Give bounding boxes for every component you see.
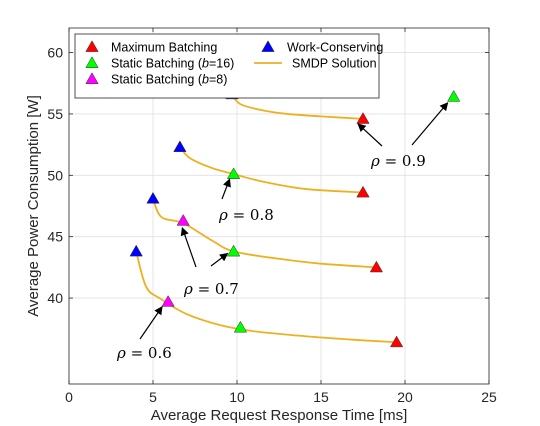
- legend-label: SMDP Solution: [292, 57, 377, 71]
- y-tick-label: 60: [47, 45, 63, 61]
- x-tick-label: 15: [313, 389, 329, 405]
- static-batching-b16-marker: [226, 244, 241, 257]
- y-tick-label: 40: [47, 290, 63, 306]
- smdp-curve: [179, 146, 364, 194]
- y-axis-label: Average Power Consumption [W]: [25, 95, 42, 317]
- annotation-arrow: [180, 226, 197, 268]
- axis-ticks: 0 5 10 15 20 25 40 45 50 55 60: [47, 28, 497, 405]
- y-tick-label: 45: [47, 229, 63, 245]
- rho-annotation: ρ = 0.7: [183, 280, 239, 298]
- annotation-labels: ρ = 0.6 ρ = 0.7 ρ = 0.8 ρ = 0.9: [116, 152, 426, 362]
- legend-label: Static Batching (b=16): [111, 57, 234, 71]
- smdp-curve: [135, 251, 397, 344]
- x-tick-label: 20: [397, 389, 413, 405]
- rho-annotation: ρ = 0.9: [370, 152, 426, 170]
- static-batching-b16-marker: [447, 89, 461, 102]
- static-batching-b8-marker: [161, 295, 175, 307]
- static-batching-b16-marker: [226, 167, 241, 179]
- work-conserving-marker: [146, 191, 160, 204]
- x-tick-label: 0: [65, 389, 73, 405]
- maximum-batching-marker: [356, 185, 370, 198]
- smdp-curve: [152, 198, 377, 269]
- x-axis-label: Average Request Response Time [ms]: [151, 407, 408, 424]
- maximum-batching-marker: [369, 260, 384, 273]
- annotation-arrow: [210, 252, 229, 267]
- legend-marker: [261, 40, 275, 52]
- y-tick-label: 55: [47, 106, 63, 122]
- annotation-arrow: [357, 123, 383, 147]
- legend-marker: [85, 72, 99, 84]
- legend-label: Work-Conserving: [287, 41, 383, 55]
- plot-area-frame: [68, 27, 490, 385]
- x-tick-label: 5: [149, 389, 157, 405]
- static-batching-b8-marker: [176, 213, 190, 226]
- annotation-arrow: [221, 178, 231, 200]
- work-conserving-marker: [129, 244, 143, 257]
- maximum-batching-marker: [389, 335, 404, 348]
- x-tick-label: 10: [229, 389, 245, 405]
- static-batching-b16-marker: [233, 320, 248, 333]
- legend-label: Static Batching (b=8): [111, 73, 227, 87]
- rho-annotation: ρ = 0.8: [218, 206, 274, 224]
- annotation-arrows: [139, 102, 449, 340]
- smdp-curve: [231, 93, 364, 120]
- x-tick-label: 25: [481, 389, 497, 405]
- legend-marker: [85, 40, 99, 52]
- annotation-arrow: [139, 306, 163, 340]
- annotation-arrow: [411, 102, 449, 146]
- work-conserving-marker: [173, 140, 187, 152]
- legend-label: Maximum Batching: [111, 41, 217, 55]
- rho-annotation: ρ = 0.6: [116, 344, 172, 362]
- legend-box: [74, 33, 380, 99]
- data-markers: [129, 87, 461, 348]
- y-tick-label: 50: [47, 167, 63, 183]
- legend-marker: [85, 56, 99, 68]
- legend: Maximum Batching Static Batching (b=16) St…: [74, 33, 383, 99]
